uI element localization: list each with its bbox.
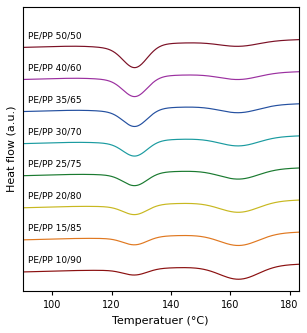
Text: PE/PP 50/50: PE/PP 50/50	[29, 31, 82, 40]
Text: PE/PP 15/85: PE/PP 15/85	[29, 224, 82, 233]
Text: PE/PP 20/80: PE/PP 20/80	[29, 192, 82, 201]
X-axis label: Temperatuer (°C): Temperatuer (°C)	[112, 316, 209, 326]
Text: PE/PP 30/70: PE/PP 30/70	[29, 128, 82, 137]
Y-axis label: Heat flow (a.u.): Heat flow (a.u.)	[7, 106, 17, 192]
Text: PE/PP 10/90: PE/PP 10/90	[29, 256, 82, 265]
Text: PE/PP 40/60: PE/PP 40/60	[29, 64, 82, 73]
Text: PE/PP 35/65: PE/PP 35/65	[29, 96, 82, 105]
Text: PE/PP 25/75: PE/PP 25/75	[29, 160, 82, 169]
